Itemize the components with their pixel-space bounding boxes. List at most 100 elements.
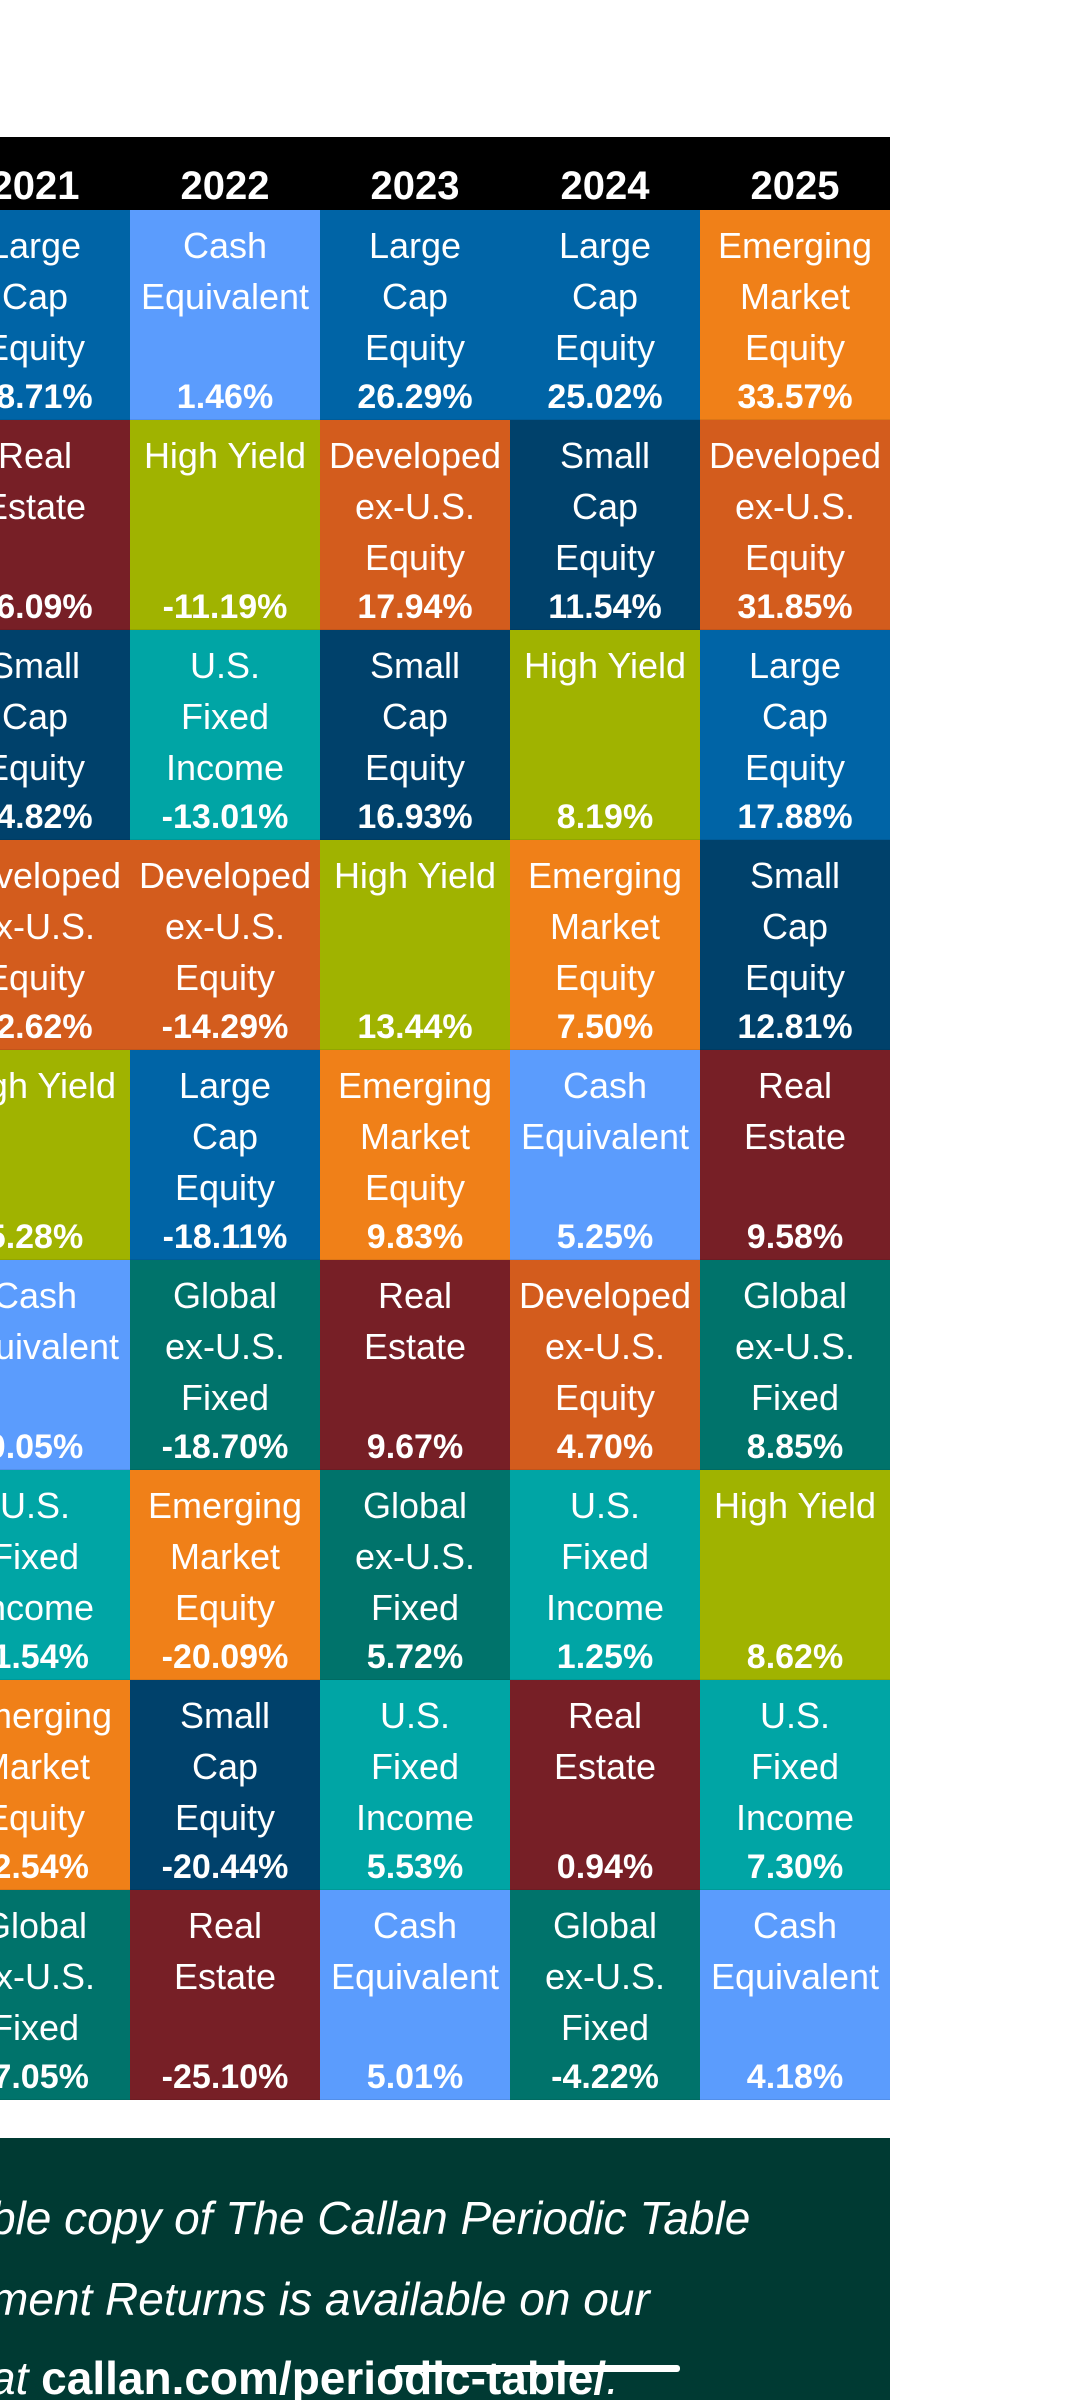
asset-class-label: Global ex-U.S. Fixed bbox=[0, 1905, 96, 2048]
footer-banner: ble copy of The Callan Periodic Table me… bbox=[0, 2138, 890, 2400]
asset-class-cell: Cash Equivalent 5.25% bbox=[510, 1050, 700, 1260]
year-header-2024: 2024 bbox=[560, 164, 650, 208]
asset-class-label: Real Estate bbox=[173, 1905, 277, 1997]
year-header-2022: 2022 bbox=[180, 164, 270, 208]
asset-class-return: 8.85% bbox=[746, 1428, 844, 1466]
asset-class-return: 8.62% bbox=[746, 1638, 844, 1676]
asset-class-cell: Developed ex-U.S. Equity 31.85% bbox=[700, 420, 890, 630]
asset-class-label: Developed ex-U.S. Equity bbox=[518, 1275, 692, 1418]
asset-class-label: Global ex-U.S. Fixed bbox=[544, 1905, 666, 2048]
asset-class-cell: Developed ex-U.S. Equity -14.29% bbox=[130, 840, 320, 1050]
asset-class-cell: Emerging Market Equity 9.83% bbox=[320, 1050, 510, 1260]
asset-class-return: -1.54% bbox=[0, 1638, 89, 1676]
asset-class-label: Large Cap Equity bbox=[364, 225, 466, 368]
asset-class-cell: U.S. Fixed Income 1.25% bbox=[510, 1470, 700, 1680]
asset-class-cell: High Yield 13.44% bbox=[320, 840, 510, 1050]
year-column-2024: Large Cap Equity 25.02% Small Cap Equity 11… bbox=[510, 210, 700, 2100]
asset-class-cell: Large Cap Equity -18.11% bbox=[130, 1050, 320, 1260]
asset-class-label: U.S. Fixed Income bbox=[355, 1695, 475, 1838]
asset-class-cell: U.S. Fixed Income -13.01% bbox=[130, 630, 320, 840]
asset-class-cell: Emerging Market Equity -2.54% bbox=[0, 1680, 130, 1890]
asset-class-cell: Real Estate 0.94% bbox=[510, 1680, 700, 1890]
asset-class-return: 7.50% bbox=[556, 1008, 654, 1046]
asset-class-cell: Large Cap Equity 25.02% bbox=[510, 210, 700, 420]
asset-class-label: Cash Equivalent bbox=[330, 1905, 500, 1997]
asset-class-cell: Global ex-U.S. Fixed 8.85% bbox=[700, 1260, 890, 1470]
asset-class-cell: Large Cap Equity 17.88% bbox=[700, 630, 890, 840]
asset-class-return: 4.70% bbox=[556, 1428, 654, 1466]
asset-class-return: 33.57% bbox=[737, 378, 853, 416]
asset-class-return: 4.18% bbox=[746, 2058, 844, 2096]
asset-class-label: Cash Equivalent bbox=[710, 1905, 880, 1997]
asset-class-cell: Emerging Market Equity 33.57% bbox=[700, 210, 890, 420]
asset-class-cell: Small Cap Equity 11.54% bbox=[510, 420, 700, 630]
asset-class-label: Small Cap Equity bbox=[0, 645, 86, 788]
periodic-table-link[interactable]: callan.com/periodic-table/ bbox=[41, 2352, 607, 2400]
asset-class-cell: Cash Equivalent 5.01% bbox=[320, 1890, 510, 2100]
asset-class-return: -20.09% bbox=[161, 1638, 289, 1676]
footer-text-suffix: . bbox=[606, 2352, 619, 2400]
asset-class-return: 26.09% bbox=[0, 588, 93, 626]
asset-class-return: 12.81% bbox=[737, 1008, 853, 1046]
asset-class-cell: Small Cap Equity 12.81% bbox=[700, 840, 890, 1050]
asset-class-label: U.S. Fixed Income bbox=[165, 645, 285, 788]
asset-class-cell: Global ex-U.S. Fixed -4.22% bbox=[510, 1890, 700, 2100]
asset-class-return: 7.30% bbox=[746, 1848, 844, 1886]
asset-class-return: -2.54% bbox=[0, 1848, 89, 1886]
asset-class-label: Small Cap Equity bbox=[744, 855, 846, 998]
asset-class-label: Developed ex-U.S. Equity bbox=[0, 855, 122, 998]
asset-class-cell: Global ex-U.S. Fixed 5.72% bbox=[320, 1470, 510, 1680]
asset-class-label: Global ex-U.S. Fixed bbox=[354, 1485, 476, 1628]
asset-class-return: -11.19% bbox=[162, 588, 288, 626]
returns-grid: Large Cap Equity 28.71% Real Estate 26.09% S… bbox=[0, 210, 890, 2100]
asset-class-label: Large Cap Equity bbox=[0, 225, 86, 368]
asset-class-cell: Small Cap Equity -20.44% bbox=[130, 1680, 320, 1890]
asset-class-label: U.S. Fixed Income bbox=[735, 1695, 855, 1838]
asset-class-cell: High Yield 8.19% bbox=[510, 630, 700, 840]
asset-class-label: Developed ex-U.S. Equity bbox=[138, 855, 312, 998]
year-column-2022: Cash Equivalent 1.46% High Yield -11.19% U.S… bbox=[130, 210, 320, 2100]
asset-class-return: 16.93% bbox=[357, 798, 473, 836]
asset-class-cell: High Yield -11.19% bbox=[130, 420, 320, 630]
asset-class-label: Developed ex-U.S. Equity bbox=[708, 435, 882, 578]
asset-class-return: 31.85% bbox=[737, 588, 853, 626]
asset-class-return: 5.72% bbox=[366, 1638, 464, 1676]
asset-class-cell: U.S. Fixed Income -1.54% bbox=[0, 1470, 130, 1680]
asset-class-label: High Yield bbox=[333, 855, 497, 896]
asset-class-label: Large Cap Equity bbox=[554, 225, 656, 368]
asset-class-label: High Yield bbox=[523, 645, 687, 686]
asset-class-cell: Large Cap Equity 28.71% bbox=[0, 210, 130, 420]
asset-class-cell: U.S. Fixed Income 7.30% bbox=[700, 1680, 890, 1890]
asset-class-return: 26.29% bbox=[357, 378, 473, 416]
asset-class-cell: Emerging Market Equity 7.50% bbox=[510, 840, 700, 1050]
asset-class-cell: U.S. Fixed Income 5.53% bbox=[320, 1680, 510, 1890]
asset-class-return: 5.25% bbox=[556, 1218, 654, 1256]
year-header-2025: 2025 bbox=[750, 164, 840, 208]
asset-class-label: Real Estate bbox=[743, 1065, 847, 1157]
asset-class-label: Small Cap Equity bbox=[174, 1695, 276, 1838]
link-overlay-bar bbox=[395, 2365, 680, 2372]
asset-class-cell: High Yield 8.62% bbox=[700, 1470, 890, 1680]
asset-class-cell: Large Cap Equity 26.29% bbox=[320, 210, 510, 420]
asset-class-label: Cash Equivalent bbox=[520, 1065, 690, 1157]
asset-class-return: -20.44% bbox=[161, 1848, 289, 1886]
asset-class-return: -4.22% bbox=[551, 2058, 659, 2096]
asset-class-cell: Real Estate 9.67% bbox=[320, 1260, 510, 1470]
asset-class-return: 25.02% bbox=[547, 378, 663, 416]
asset-class-label: Small Cap Equity bbox=[554, 435, 656, 578]
asset-class-return: 11.54% bbox=[548, 588, 662, 626]
year-header-row: 2021 2022 2023 2024 2025 bbox=[0, 137, 890, 210]
asset-class-label: High Yield bbox=[713, 1485, 877, 1526]
asset-class-label: Emerging Market Equity bbox=[337, 1065, 493, 1208]
asset-class-label: U.S. Fixed Income bbox=[545, 1485, 665, 1628]
footer-text-prefix: at bbox=[0, 2352, 29, 2400]
asset-class-label: Emerging Market Equity bbox=[527, 855, 683, 998]
asset-class-cell: Cash Equivalent 1.46% bbox=[130, 210, 320, 420]
footer-text-line-3: at callan.com/periodic-table/. bbox=[0, 2350, 619, 2400]
asset-class-return: -25.10% bbox=[161, 2058, 289, 2096]
asset-class-label: Global ex-U.S. Fixed bbox=[734, 1275, 856, 1418]
asset-class-return: 9.83% bbox=[366, 1218, 464, 1256]
asset-class-return: 17.88% bbox=[737, 798, 853, 836]
asset-class-label: Real Estate bbox=[363, 1275, 467, 1367]
